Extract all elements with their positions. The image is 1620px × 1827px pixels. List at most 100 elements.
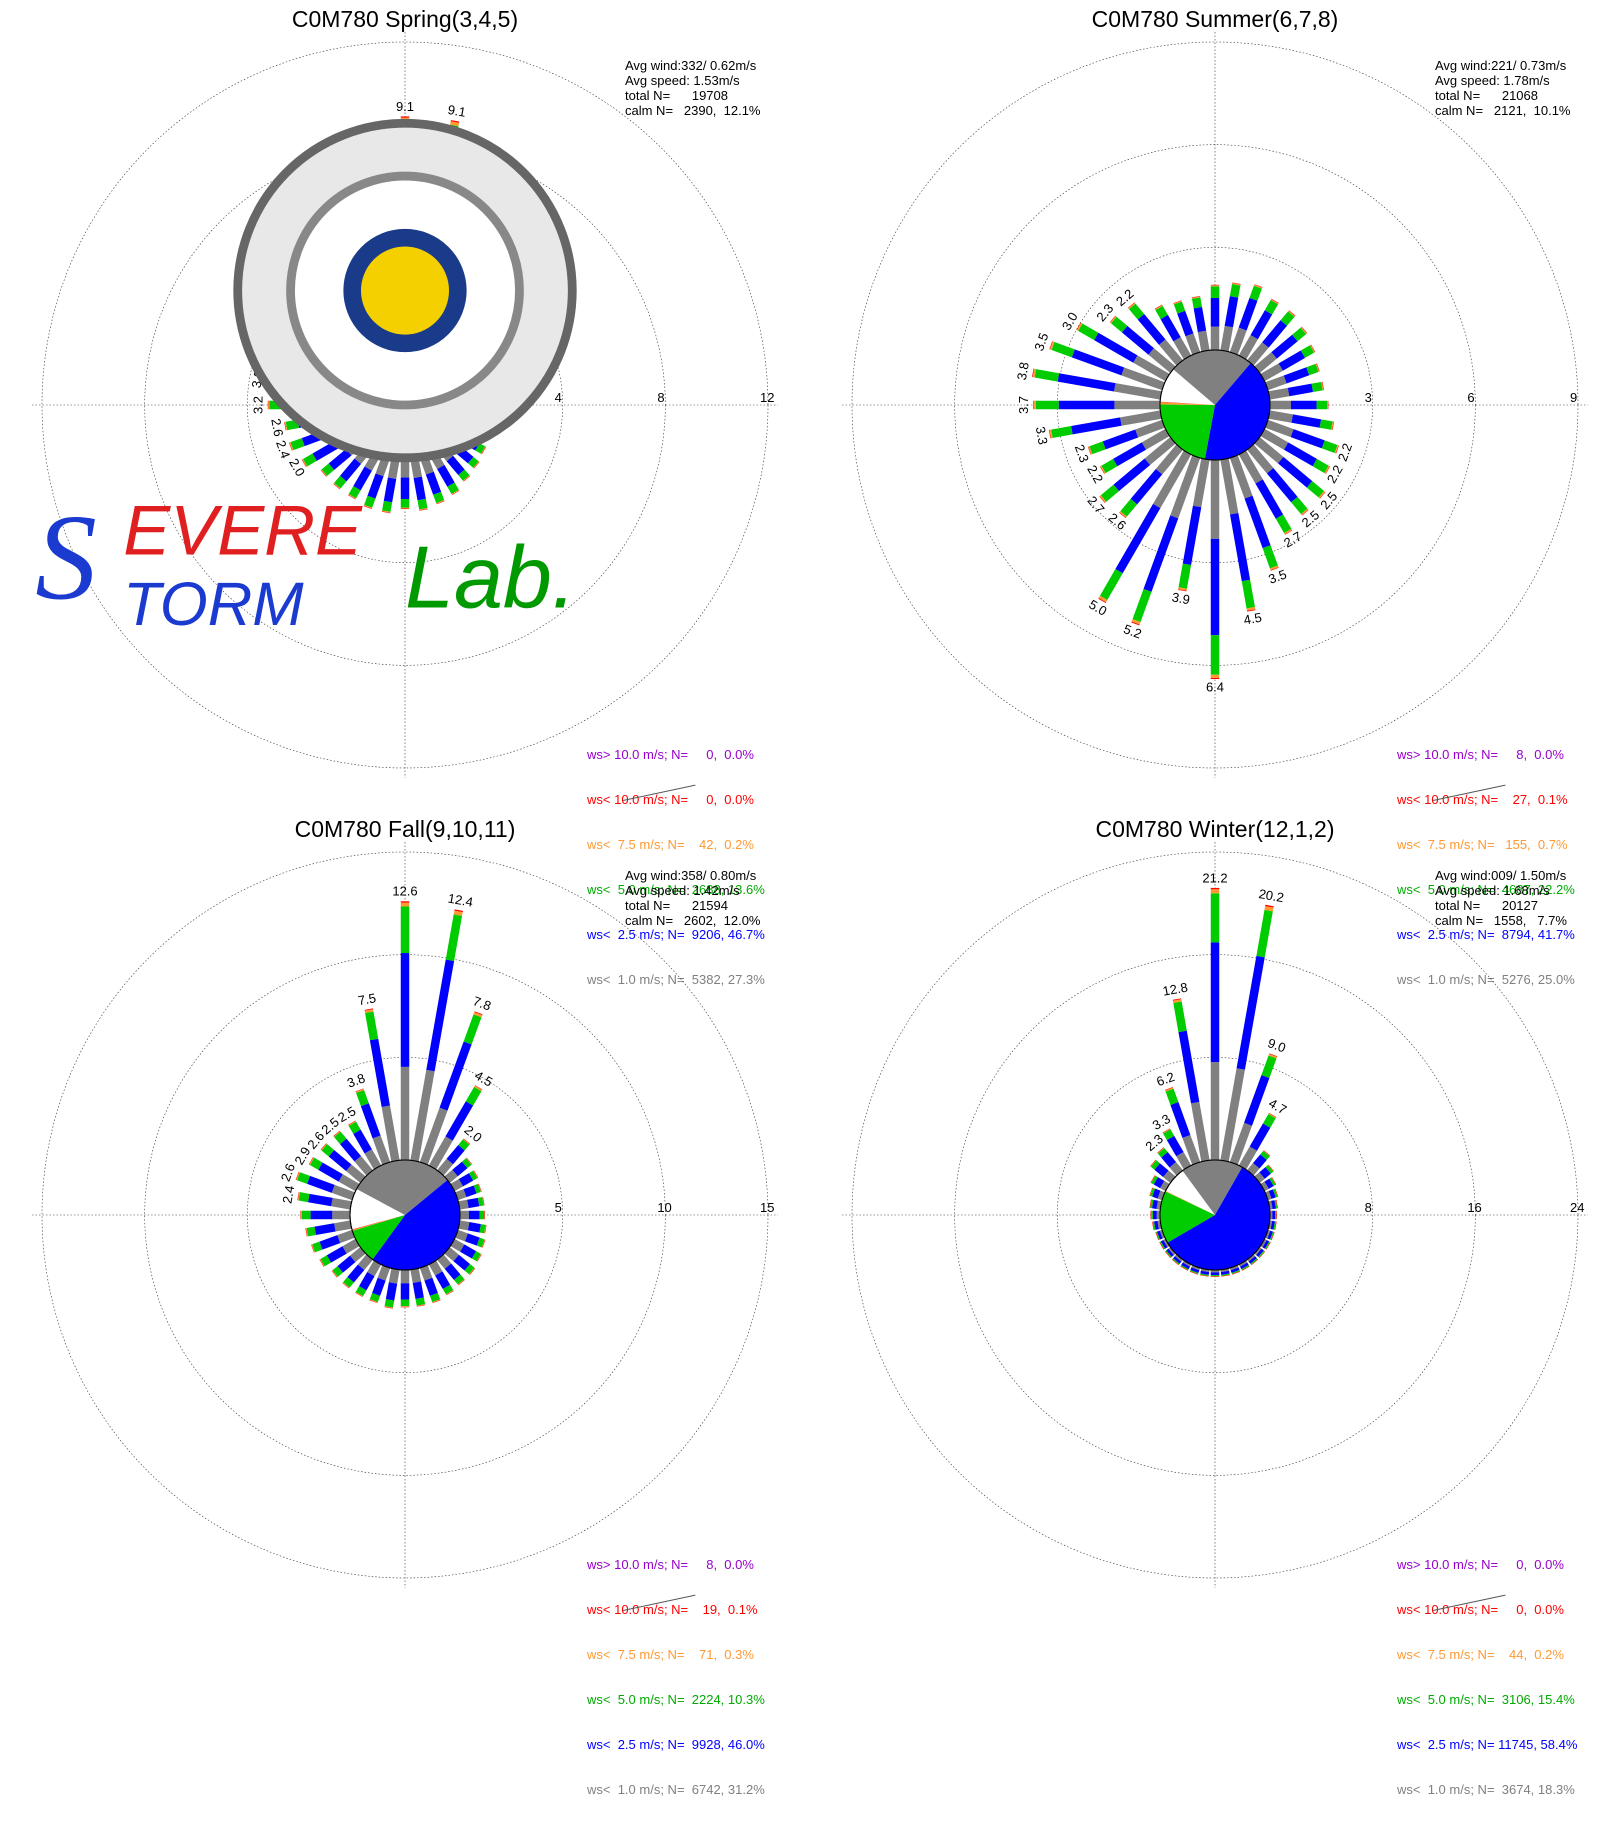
bar-segment xyxy=(1193,306,1207,333)
bar-210 xyxy=(1180,1260,1192,1271)
bar-segment xyxy=(1191,297,1203,309)
bar-segment xyxy=(331,1197,352,1210)
bar-50 xyxy=(444,1157,473,1183)
bar-segment xyxy=(436,500,445,504)
bar-240 xyxy=(1099,428,1170,474)
bar-segment xyxy=(1159,1242,1164,1250)
bar-segment xyxy=(348,1120,356,1126)
bar-130 xyxy=(1254,1247,1266,1259)
bar-segment xyxy=(320,1143,327,1151)
bar-segment xyxy=(1033,400,1035,410)
pie-slice-3 xyxy=(352,1215,405,1231)
bar-100 xyxy=(1268,1220,1277,1230)
bar-segment xyxy=(1264,300,1279,315)
bar-segment xyxy=(1048,429,1051,439)
bar-segment xyxy=(1268,1200,1273,1210)
bar-0 xyxy=(1210,887,1220,1160)
bar-segment xyxy=(458,1199,469,1210)
bar-segment xyxy=(1268,1164,1274,1172)
bar-200 xyxy=(369,1265,391,1304)
bar-segment xyxy=(1315,363,1320,372)
bar-segment xyxy=(1231,1270,1240,1275)
bar-segment xyxy=(1150,1159,1157,1167)
bar-segment xyxy=(1256,909,1273,958)
bar-segment xyxy=(1087,446,1092,455)
bar-segment xyxy=(453,1254,470,1271)
bar-segment xyxy=(1133,355,1170,382)
bar-segment xyxy=(1229,1265,1239,1271)
bar-segment xyxy=(1260,428,1289,450)
bar-segment xyxy=(1170,1102,1191,1138)
bar-50 xyxy=(1254,1164,1274,1183)
ring-label-2: 15 xyxy=(760,1200,774,1215)
bar-segment xyxy=(1316,400,1328,410)
bar-segment xyxy=(400,116,410,118)
bar-segment xyxy=(400,906,410,954)
bar-270 xyxy=(300,1210,350,1220)
bar-segment xyxy=(465,1086,482,1106)
bar-310 xyxy=(320,1143,366,1183)
stat-avg-wind: Avg wind:009/ 1.50m/s xyxy=(1435,868,1567,883)
stats-block: Avg wind:332/ 0.62m/s Avg speed: 1.53m/s t… xyxy=(625,58,761,118)
bar-segment xyxy=(424,1277,438,1296)
legend-lt75: ws< 7.5 m/s; N= 42, 0.2% xyxy=(587,837,754,852)
bar-180 xyxy=(1210,1270,1220,1277)
bar-segment xyxy=(1260,363,1283,382)
bar-segment xyxy=(469,1267,475,1275)
bar-segment xyxy=(458,1220,470,1231)
bar-segment xyxy=(481,446,487,455)
bar-label-20: 7.8 xyxy=(471,993,493,1013)
ring-label-0: 3 xyxy=(1365,390,1372,405)
bar-segment xyxy=(369,1299,378,1303)
stat-avg-speed: Avg speed: 1.53m/s xyxy=(625,73,740,88)
bar-segment xyxy=(297,1172,311,1184)
pie-slice-1 xyxy=(1167,1167,1270,1270)
bar-100 xyxy=(1268,410,1335,431)
bar-segment xyxy=(400,507,410,509)
svg-text:Lab.: Lab. xyxy=(405,528,576,627)
bar-segment xyxy=(1246,609,1256,612)
bar-segment xyxy=(300,1210,302,1220)
bar-segment xyxy=(1109,315,1116,323)
bar-210 xyxy=(355,1260,382,1298)
bar-segment xyxy=(1270,400,1291,410)
speed-legend: ws> 10.0 m/s; N= 8, 0.0% ws< 10.0 m/s; N… xyxy=(1397,717,1575,1017)
bar-segment xyxy=(1049,341,1053,350)
bar-segment xyxy=(339,1138,362,1162)
bar-segment xyxy=(444,1247,459,1262)
bar-segment xyxy=(1135,419,1165,438)
bar-segment xyxy=(1250,310,1273,340)
bar-segment xyxy=(474,1085,483,1092)
bar-segment xyxy=(1265,1229,1271,1239)
bar-segment xyxy=(476,1253,482,1262)
bar-label-340: 3.8 xyxy=(345,1070,367,1090)
bar-segment xyxy=(417,498,428,510)
bar-260 xyxy=(1152,1220,1162,1231)
bar-260 xyxy=(305,1220,352,1237)
bar-segment xyxy=(1192,458,1210,508)
wind-rose-spring: 48129.19.16.54.02.22.02.42.63.23.32.73.3… xyxy=(0,0,810,987)
bar-segment xyxy=(482,1239,486,1248)
bar-segment xyxy=(1264,1241,1271,1250)
bar-segment xyxy=(1170,455,1201,519)
bar-60 xyxy=(450,1170,479,1192)
bar-segment xyxy=(1173,301,1186,314)
bar-segment xyxy=(1210,1275,1220,1277)
bar-20 xyxy=(419,1011,483,1165)
bar-label-260: 3.3 xyxy=(1033,425,1051,445)
bar-350 xyxy=(1191,295,1210,352)
bar-340 xyxy=(1173,300,1201,355)
bar-segment xyxy=(1244,1075,1270,1126)
bar-segment xyxy=(1254,1247,1262,1256)
bar-segment xyxy=(1121,325,1154,355)
bar-segment xyxy=(1157,1190,1165,1201)
bar-160 xyxy=(419,1265,441,1304)
bar-segment xyxy=(1276,1210,1277,1220)
bar-segment xyxy=(356,1090,369,1107)
wind-rose-figure: 48129.19.16.54.02.22.02.42.63.23.32.73.3… xyxy=(0,0,1588,1797)
bar-segment xyxy=(1034,400,1036,410)
pie-slice-2 xyxy=(352,1215,405,1260)
bar-70 xyxy=(1265,363,1320,391)
stat-total-n: total N= 21068 xyxy=(1435,88,1538,103)
bar-190 xyxy=(384,1268,400,1309)
